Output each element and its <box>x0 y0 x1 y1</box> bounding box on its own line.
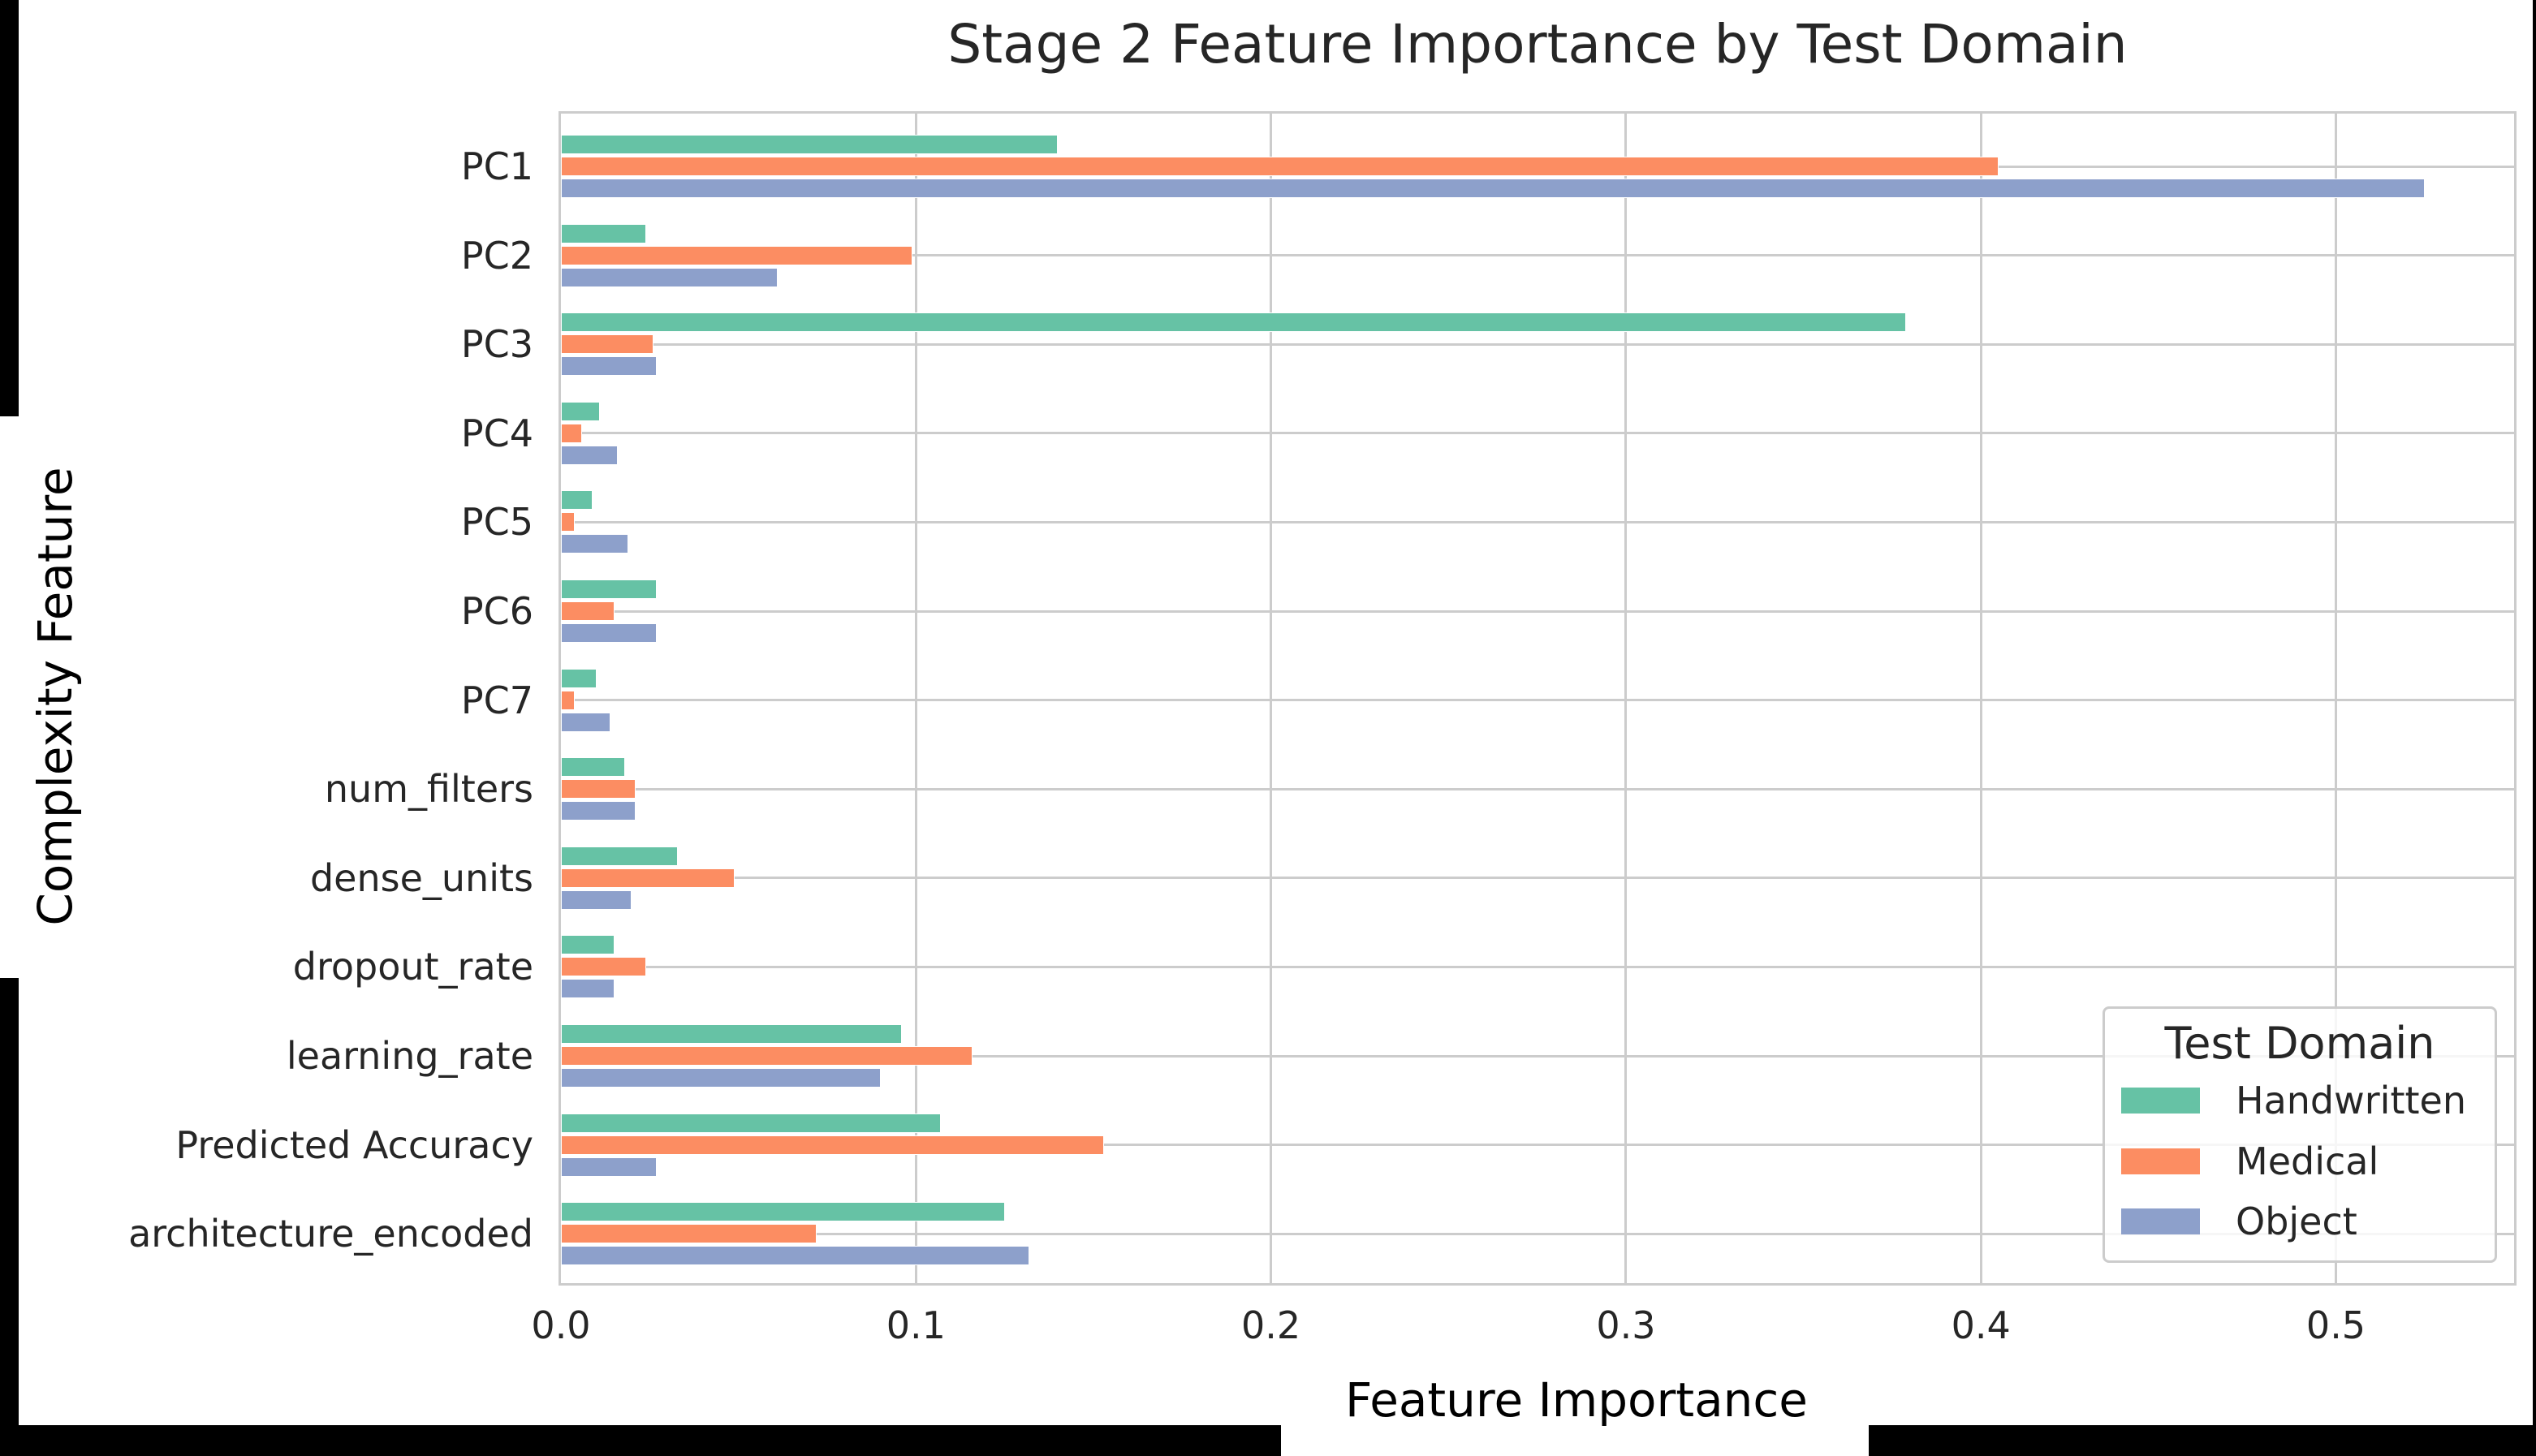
y-tick-label: architecture_encoded <box>128 1212 533 1256</box>
bar-object-pc7 <box>561 712 611 732</box>
legend-swatch-object <box>2121 1208 2200 1234</box>
bar-object-dense_units <box>561 890 632 910</box>
bar-object-pc1 <box>561 179 2425 198</box>
x-tick-label: 0.4 <box>1951 1303 2011 1347</box>
x-tick-label: 0.3 <box>1596 1303 1656 1347</box>
bar-handwritten-dropout_rate <box>561 935 615 955</box>
bar-handwritten-pc2 <box>561 223 646 243</box>
y-gridline <box>561 699 2514 702</box>
x-gridline <box>1979 114 1982 1283</box>
bar-medical-architecture_encoded <box>561 1224 817 1244</box>
y-tick-label: PC1 <box>460 144 533 188</box>
left-black-strip-bottom <box>0 978 19 1456</box>
legend-item-object: Object <box>2121 1201 2357 1242</box>
x-gridline <box>914 114 917 1283</box>
right-black-strip <box>2533 0 2536 1456</box>
bar-object-pc2 <box>561 267 778 287</box>
y-tick-label: Predicted Accuracy <box>175 1122 533 1167</box>
y-gridline <box>561 1054 2514 1058</box>
x-tick-label: 0.5 <box>2305 1303 2366 1347</box>
y-tick-label: PC3 <box>460 322 533 367</box>
x-axis-title: Feature Importance <box>1345 1372 1808 1428</box>
chart-title: Stage 2 Feature Importance by Test Domai… <box>947 13 2128 75</box>
y-gridline <box>561 610 2514 613</box>
bar-medical-num_filters <box>561 779 636 799</box>
bar-medical-dense_units <box>561 868 735 888</box>
x-tick-label: 0.1 <box>886 1303 946 1347</box>
y-tick-label: PC5 <box>460 500 533 545</box>
bar-handwritten-pc5 <box>561 490 593 510</box>
bar-medical-pc6 <box>561 601 615 621</box>
bar-medical-pc5 <box>561 512 576 532</box>
legend-swatch-handwritten <box>2121 1088 2200 1114</box>
bar-handwritten-pc4 <box>561 401 601 421</box>
bar-object-dropout_rate <box>561 979 615 999</box>
y-tick-label: PC6 <box>460 589 533 633</box>
legend: Test Domain Handwritten Medical Object <box>2103 1006 2497 1263</box>
bar-handwritten-pc1 <box>561 135 1059 154</box>
left-black-strip-top <box>0 0 19 416</box>
bar-handwritten-pc6 <box>561 579 658 599</box>
bar-handwritten-pc3 <box>561 312 1907 333</box>
y-gridline <box>561 965 2514 968</box>
bar-object-pc3 <box>561 356 658 377</box>
y-tick-label: learning_rate <box>286 1034 533 1078</box>
y-gridline <box>561 787 2514 790</box>
y-gridline <box>561 1144 2514 1147</box>
y-tick-label: PC2 <box>460 233 533 278</box>
y-gridline <box>561 1232 2514 1235</box>
bottom-black-strip-left <box>0 1425 1281 1456</box>
bar-medical-pc4 <box>561 423 583 443</box>
y-tick-label: num_filters <box>324 767 533 812</box>
plot-area <box>559 111 2517 1286</box>
legend-label: Handwritten <box>2236 1079 2466 1122</box>
x-tick-label: 0.2 <box>1241 1303 1301 1347</box>
bar-object-pc4 <box>561 445 618 465</box>
bar-handwritten-predicted-accuracy <box>561 1113 941 1133</box>
y-gridline <box>561 877 2514 880</box>
bar-medical-pc7 <box>561 690 576 710</box>
legend-item-handwritten: Handwritten <box>2121 1080 2466 1121</box>
bar-object-num_filters <box>561 801 636 821</box>
legend-label: Medical <box>2236 1139 2379 1183</box>
y-gridline <box>561 254 2514 257</box>
y-tick-label: PC4 <box>460 411 533 455</box>
bar-handwritten-dense_units <box>561 846 679 866</box>
bar-medical-pc3 <box>561 334 653 355</box>
x-gridline <box>1270 114 1273 1283</box>
bar-handwritten-learning_rate <box>561 1024 902 1044</box>
bar-object-pc6 <box>561 623 658 643</box>
bar-medical-predicted-accuracy <box>561 1135 1105 1155</box>
bar-object-learning_rate <box>561 1068 881 1088</box>
y-axis-title: Complexity Feature <box>28 467 83 926</box>
bar-object-pc5 <box>561 534 629 554</box>
y-tick-label: dropout_rate <box>292 945 533 989</box>
x-gridline <box>1624 114 1628 1283</box>
bar-object-predicted-accuracy <box>561 1157 658 1177</box>
bar-handwritten-num_filters <box>561 757 625 778</box>
y-gridline <box>561 520 2514 523</box>
y-gridline <box>561 432 2514 435</box>
bar-handwritten-architecture_encoded <box>561 1202 1005 1222</box>
bar-medical-pc1 <box>561 157 1999 176</box>
legend-swatch-medical <box>2121 1148 2200 1174</box>
y-tick-label: dense_units <box>309 855 533 900</box>
bar-medical-dropout_rate <box>561 957 646 977</box>
bar-medical-pc2 <box>561 245 912 265</box>
bottom-black-strip-right <box>1869 1425 2536 1456</box>
legend-label: Object <box>2236 1200 2357 1243</box>
bar-handwritten-pc7 <box>561 668 597 688</box>
x-gridline <box>2335 114 2337 1283</box>
y-tick-label: PC7 <box>460 678 533 722</box>
x-tick-label: 0.0 <box>531 1303 591 1347</box>
legend-item-medical: Medical <box>2121 1141 2379 1182</box>
y-gridline <box>561 342 2514 346</box>
bar-object-architecture_encoded <box>561 1246 1030 1266</box>
bar-medical-learning_rate <box>561 1046 973 1066</box>
legend-title: Test Domain <box>2164 1018 2435 1069</box>
